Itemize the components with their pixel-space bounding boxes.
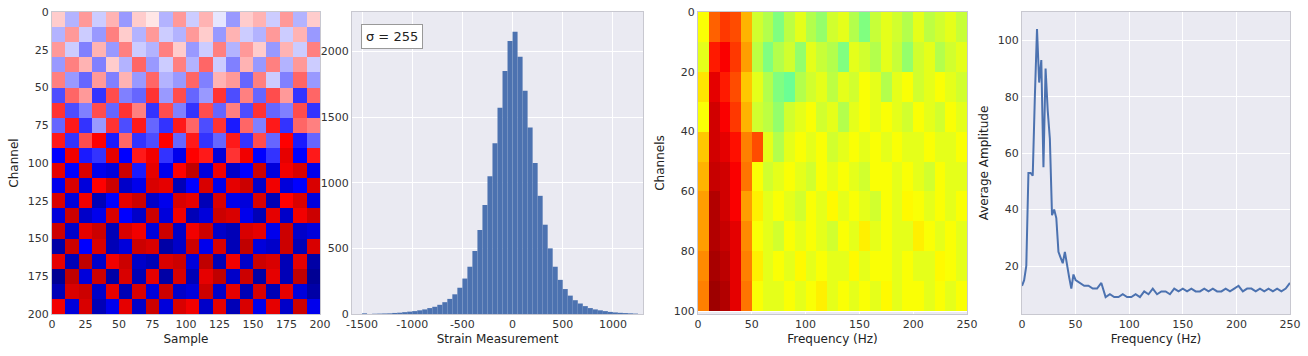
svg-text:-1500: -1500 [346, 318, 378, 331]
svg-text:Sample: Sample [164, 332, 209, 346]
svg-text:0: 0 [688, 6, 695, 19]
svg-text:100: 100 [28, 157, 49, 170]
svg-text:0: 0 [509, 318, 516, 331]
svg-text:175: 175 [28, 270, 49, 283]
svg-text:200: 200 [310, 318, 331, 331]
svg-text:100: 100 [1119, 318, 1140, 331]
svg-text:175: 175 [276, 318, 297, 331]
svg-text:250: 250 [1280, 318, 1301, 331]
svg-text:Average Amplitude: Average Amplitude [977, 106, 991, 221]
svg-text:1500: 1500 [321, 111, 349, 124]
svg-text:Frequency (Hz): Frequency (Hz) [1111, 332, 1202, 346]
svg-text:0: 0 [342, 308, 349, 321]
svg-text:0: 0 [49, 318, 56, 331]
svg-text:-500: -500 [450, 318, 475, 331]
svg-text:50: 50 [1069, 318, 1083, 331]
svg-text:50: 50 [112, 318, 126, 331]
svg-text:20: 20 [1005, 260, 1019, 273]
svg-text:60: 60 [681, 185, 695, 198]
svg-text:Channels: Channels [653, 135, 667, 191]
svg-text:150: 150 [1172, 318, 1193, 331]
svg-text:200: 200 [903, 318, 924, 331]
svg-text:100: 100 [998, 34, 1019, 47]
svg-text:75: 75 [35, 119, 49, 132]
svg-text:σ = 255: σ = 255 [366, 29, 418, 44]
svg-text:250: 250 [957, 318, 978, 331]
svg-text:125: 125 [209, 318, 230, 331]
svg-text:500: 500 [552, 318, 573, 331]
svg-text:0: 0 [695, 318, 702, 331]
svg-text:75: 75 [146, 318, 160, 331]
svg-text:150: 150 [243, 318, 264, 331]
svg-text:200: 200 [28, 308, 49, 321]
svg-text:100: 100 [176, 318, 197, 331]
svg-text:1000: 1000 [599, 318, 627, 331]
svg-text:60: 60 [1005, 147, 1019, 160]
svg-text:Frequency (Hz): Frequency (Hz) [787, 332, 878, 346]
svg-text:100: 100 [674, 305, 695, 318]
svg-text:25: 25 [79, 318, 93, 331]
svg-text:Strain Measurement: Strain Measurement [437, 332, 559, 346]
svg-text:0: 0 [42, 6, 49, 19]
svg-text:40: 40 [681, 125, 695, 138]
svg-text:50: 50 [745, 318, 759, 331]
svg-text:Channel: Channel [7, 138, 21, 187]
svg-text:50: 50 [35, 81, 49, 94]
svg-text:80: 80 [681, 245, 695, 258]
svg-text:-1000: -1000 [396, 318, 428, 331]
svg-text:1000: 1000 [321, 177, 349, 190]
svg-text:100: 100 [795, 318, 816, 331]
svg-text:500: 500 [328, 242, 349, 255]
svg-text:40: 40 [1005, 203, 1019, 216]
svg-text:0: 0 [1019, 318, 1026, 331]
svg-text:200: 200 [1226, 318, 1247, 331]
svg-text:125: 125 [28, 195, 49, 208]
svg-text:150: 150 [28, 232, 49, 245]
svg-text:2000: 2000 [321, 45, 349, 58]
svg-text:150: 150 [849, 318, 870, 331]
svg-text:25: 25 [35, 44, 49, 57]
svg-text:80: 80 [1005, 91, 1019, 104]
svg-text:20: 20 [681, 66, 695, 79]
